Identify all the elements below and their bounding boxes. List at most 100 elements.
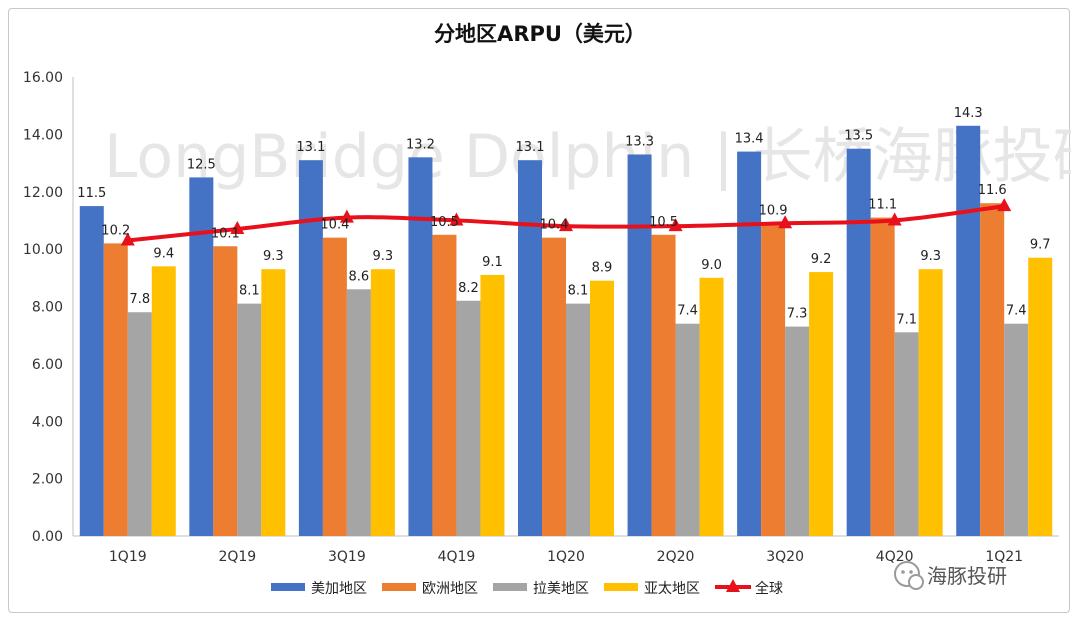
line-marker-1Q21 bbox=[997, 198, 1012, 212]
y-axis-ticks: 0.00 2.00 4.00 6.00 8.00 10.00 12.00 14.00 16.00 bbox=[23, 70, 63, 545]
data-label: 10.2 bbox=[101, 223, 130, 238]
line-marker-3Q20 bbox=[778, 215, 793, 229]
legend-label: 亚太地区 bbox=[644, 581, 700, 597]
bar-拉美地区-1Q20 bbox=[566, 303, 590, 536]
bar-亚太地区-3Q20 bbox=[809, 272, 834, 536]
badge-text: 海豚投研 bbox=[927, 564, 1007, 588]
bar-亚太地区-1Q19 bbox=[151, 266, 176, 536]
bar-美加地区-3Q20 bbox=[737, 151, 762, 536]
x-tick-label: 4Q20 bbox=[876, 549, 914, 565]
data-label: 7.4 bbox=[677, 304, 698, 319]
bar-亚太地区-1Q21 bbox=[1028, 257, 1053, 536]
wechat-icon bbox=[894, 561, 924, 590]
line-marker-2Q19 bbox=[230, 221, 245, 235]
legend-swatch-欧洲地区 bbox=[382, 583, 416, 591]
bar-欧洲地区-4Q19 bbox=[432, 234, 457, 536]
bar-美加地区-4Q19 bbox=[408, 157, 433, 536]
watermark-badge: 海豚投研 bbox=[894, 561, 1007, 590]
data-label: 10.4 bbox=[320, 218, 349, 233]
data-label: 9.3 bbox=[920, 249, 941, 264]
data-label: 8.9 bbox=[592, 261, 613, 276]
arpu-chart: LongBridge Dolphin | 长桥海豚投研 0.00 2.00 4.00… bbox=[23, 22, 1071, 597]
x-tick-label: 1Q20 bbox=[547, 549, 585, 565]
y-tick-label: 8.00 bbox=[32, 300, 63, 316]
bars bbox=[79, 125, 1053, 537]
legend-label: 全球 bbox=[755, 580, 783, 597]
data-label: 8.2 bbox=[458, 281, 479, 296]
data-label: 10.1 bbox=[211, 226, 240, 241]
data-label: 9.7 bbox=[1030, 238, 1051, 253]
legend-swatch-拉美地区 bbox=[493, 583, 527, 591]
data-label: 9.2 bbox=[811, 252, 832, 267]
data-label: 10.5 bbox=[430, 215, 459, 230]
bar-欧洲地区-3Q20 bbox=[761, 223, 786, 536]
bar-欧洲地区-4Q20 bbox=[870, 217, 895, 536]
data-label: 10.4 bbox=[540, 218, 569, 233]
line-marker-1Q20 bbox=[559, 218, 573, 232]
data-label: 13.3 bbox=[625, 134, 654, 149]
y-tick-label: 10.00 bbox=[23, 242, 63, 258]
data-label: 11.6 bbox=[978, 183, 1007, 198]
legend: 美加地区 欧洲地区 拉美地区 亚太地区 全球 bbox=[271, 579, 783, 597]
y-tick-label: 2.00 bbox=[32, 472, 63, 488]
x-tick-label: 1Q19 bbox=[109, 549, 147, 565]
legend-label: 拉美地区 bbox=[533, 581, 589, 597]
bar-欧洲地区-2Q20 bbox=[651, 234, 676, 536]
legend-swatch-亚太地区 bbox=[604, 583, 638, 591]
bar-亚太地区-1Q20 bbox=[590, 280, 614, 536]
x-tick-label: 3Q19 bbox=[328, 549, 366, 565]
bar-美加地区-3Q19 bbox=[298, 160, 323, 536]
data-label: 9.4 bbox=[153, 246, 174, 261]
data-label: 13.1 bbox=[296, 140, 325, 155]
bar-美加地区-1Q19 bbox=[79, 206, 104, 536]
line-marker-1Q19 bbox=[120, 232, 135, 246]
data-labels: 11.5 12.5 13.1 13.2 13.1 13.3 13.4 13.5 14.3 10.2… bbox=[77, 106, 1050, 328]
x-tick-label: 1Q21 bbox=[985, 549, 1023, 565]
data-label: 10.5 bbox=[649, 215, 678, 230]
bar-欧洲地区-1Q20 bbox=[542, 237, 566, 536]
bar-美加地区-1Q21 bbox=[956, 125, 981, 537]
data-label: 9.1 bbox=[482, 255, 503, 270]
data-label: 8.6 bbox=[349, 269, 370, 284]
data-label: 13.5 bbox=[844, 129, 873, 144]
bar-亚太地区-2Q19 bbox=[261, 269, 286, 536]
bar-拉美地区-1Q19 bbox=[127, 312, 152, 536]
data-label: 13.2 bbox=[406, 137, 435, 152]
bar-亚太地区-4Q19 bbox=[480, 274, 505, 536]
bar-美加地区-2Q19 bbox=[189, 177, 214, 536]
chart-frame: LongBridge Dolphin | 长桥海豚投研 0.00 2.00 4.00… bbox=[8, 8, 1071, 613]
legend-marker bbox=[726, 579, 740, 592]
x-axis-ticks: 1Q19 2Q19 3Q19 4Q19 1Q20 2Q20 3Q20 4Q20 1Q21 bbox=[109, 549, 1023, 565]
y-tick-label: 6.00 bbox=[32, 357, 63, 373]
bar-亚太地区-4Q20 bbox=[918, 269, 943, 536]
x-tick-label: 2Q19 bbox=[218, 549, 256, 565]
y-tick-label: 0.00 bbox=[32, 529, 63, 545]
data-label: 14.3 bbox=[954, 106, 983, 121]
data-label: 8.1 bbox=[568, 284, 589, 299]
y-tick-label: 14.00 bbox=[23, 127, 63, 143]
data-label: 9.3 bbox=[263, 249, 284, 264]
bar-欧洲地区-2Q19 bbox=[213, 246, 238, 536]
data-label: 11.5 bbox=[77, 186, 106, 201]
y-tick-label: 12.00 bbox=[23, 185, 63, 201]
bar-拉美地区-2Q20 bbox=[675, 323, 700, 536]
global-line bbox=[120, 198, 1012, 246]
bar-拉美地区-2Q19 bbox=[237, 303, 262, 536]
y-tick-label: 16.00 bbox=[23, 70, 63, 86]
data-label: 8.1 bbox=[239, 284, 260, 299]
data-label: 9.0 bbox=[701, 258, 722, 273]
bar-拉美地区-4Q19 bbox=[456, 300, 481, 536]
bar-拉美地区-3Q19 bbox=[346, 289, 371, 536]
bar-欧洲地区-1Q19 bbox=[103, 243, 128, 536]
line-marker-3Q19 bbox=[339, 209, 354, 223]
legend-label: 美加地区 bbox=[311, 581, 367, 597]
line-marker-4Q20 bbox=[887, 212, 902, 226]
chart-title: 分地区ARPU（美元） bbox=[434, 22, 646, 46]
bar-欧洲地区-1Q21 bbox=[980, 203, 1005, 536]
bar-拉美地区-3Q20 bbox=[785, 326, 810, 536]
bar-欧洲地区-3Q19 bbox=[322, 237, 347, 536]
watermark-text: LongBridge Dolphin | 长桥海豚投研 bbox=[104, 122, 1071, 192]
bar-美加地区-4Q20 bbox=[846, 148, 871, 536]
line-marker-2Q20 bbox=[668, 218, 683, 232]
bar-拉美地区-1Q21 bbox=[1004, 323, 1029, 536]
